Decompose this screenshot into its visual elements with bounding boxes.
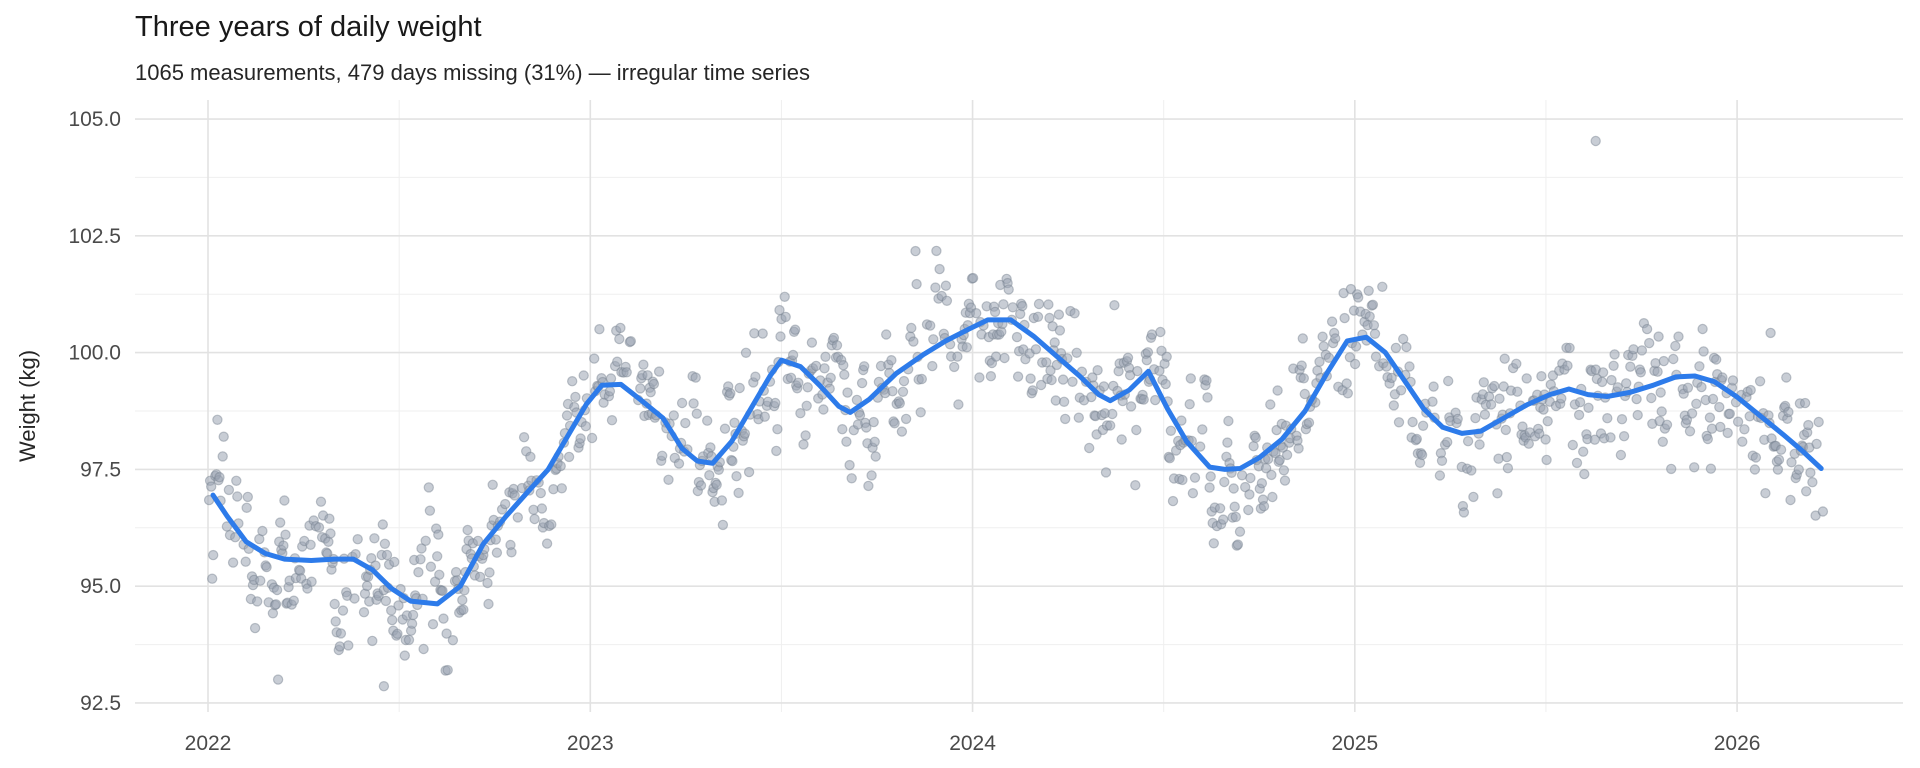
svg-text:105.0: 105.0 [68,108,121,131]
svg-text:95.0: 95.0 [80,575,121,598]
svg-text:97.5: 97.5 [80,458,121,481]
svg-text:2022: 2022 [185,732,232,755]
grid-major [135,100,1903,712]
chart-subtitle: 1065 measurements, 479 days missing (31%… [135,60,810,85]
svg-text:102.5: 102.5 [68,225,121,248]
svg-text:2026: 2026 [1714,732,1761,755]
x-axis-tick-labels: 2022 2023 2024 2025 2026 [185,732,1761,755]
svg-text:2024: 2024 [949,732,996,755]
svg-text:2023: 2023 [567,732,614,755]
y-axis-tick-labels: 92.5 95.0 97.5 100.0 102.5 105.0 [68,108,121,715]
scatter-points [203,135,1829,692]
svg-text:2025: 2025 [1331,732,1378,755]
svg-text:100.0: 100.0 [68,342,121,365]
chart-title: Three years of daily weight [135,11,482,43]
trend-line [210,317,1824,607]
svg-text:92.5: 92.5 [80,692,121,715]
